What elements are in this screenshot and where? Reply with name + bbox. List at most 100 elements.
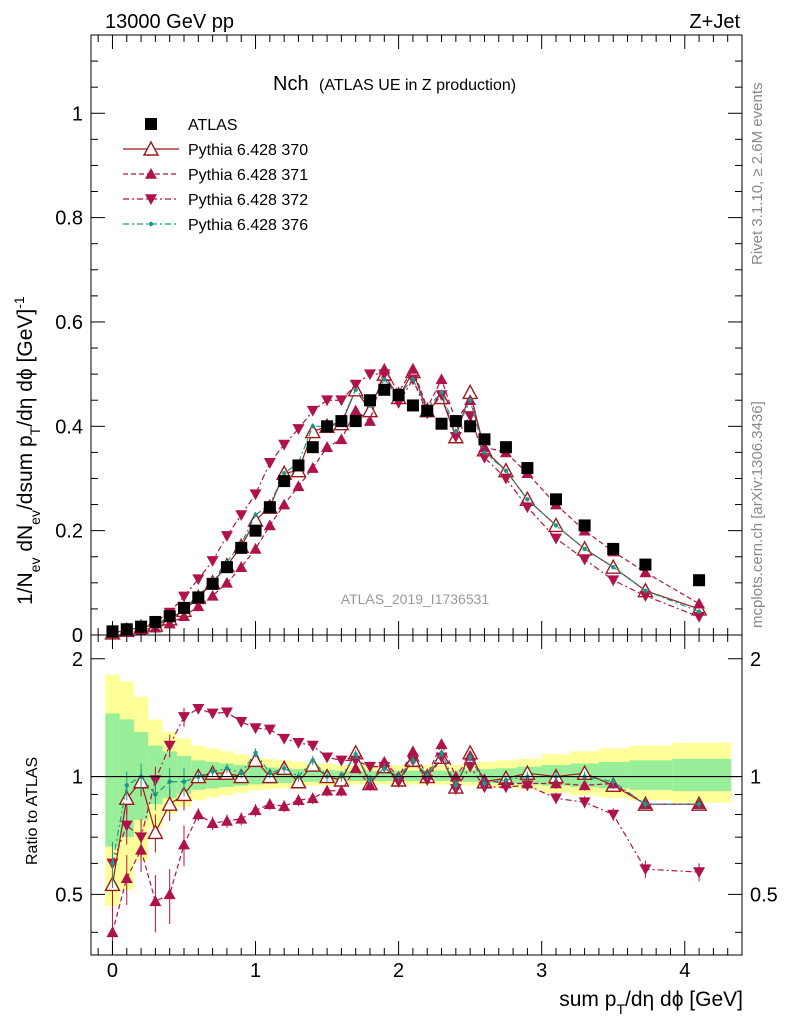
ratio-point	[206, 708, 219, 720]
ratio-point	[349, 762, 362, 774]
data-point	[249, 524, 262, 537]
band-inner	[405, 770, 421, 782]
ratio-point	[220, 814, 233, 826]
data-point	[550, 493, 562, 506]
ratio-point	[435, 738, 448, 749]
data-point	[521, 462, 534, 475]
data-point	[149, 615, 162, 628]
ratio-point	[353, 752, 358, 757]
data-point	[607, 542, 620, 555]
x-tick-label: 0	[107, 960, 118, 982]
ratio-point	[453, 783, 459, 788]
legend-entry: Pythia 6.428 372	[123, 192, 308, 209]
series-line	[112, 373, 700, 634]
data-point	[292, 424, 305, 435]
data-point	[335, 433, 348, 445]
main-axes: 0 0.2 0.4 0.6 0.8 1	[55, 34, 743, 647]
legend-label: Pythia 6.428 376	[188, 217, 308, 234]
data-point	[349, 404, 362, 416]
legend-label: ATLAS	[188, 117, 238, 134]
ratio-y-tick-label-right: 2	[750, 649, 761, 671]
data-point	[321, 420, 334, 433]
data-point	[410, 377, 416, 382]
ratio-point	[639, 864, 652, 876]
series-line	[112, 378, 700, 633]
ratio-point	[210, 769, 215, 774]
y-tick-label: 0.2	[55, 521, 83, 543]
ratio-point	[321, 784, 334, 796]
data-point	[249, 542, 262, 554]
ratio-point	[503, 777, 509, 783]
band-inner	[434, 770, 449, 782]
ratio-point	[110, 861, 115, 866]
legend-marker	[145, 168, 157, 179]
data-point	[578, 554, 591, 566]
data-point	[220, 576, 233, 588]
data-point	[392, 389, 405, 401]
data-point	[235, 541, 248, 554]
data-point	[693, 597, 706, 609]
data-point	[435, 373, 448, 385]
data-point	[525, 497, 530, 502]
data-point	[453, 429, 459, 434]
ratio-y-tick-label: 0.5	[55, 884, 83, 906]
y-axis-label: 1/Nev dNev/dsum pT/dη dϕ [GeV]-1	[11, 296, 43, 605]
ratio-point	[310, 758, 315, 763]
data-point	[349, 379, 362, 391]
data-point	[364, 394, 376, 407]
data-point	[281, 471, 287, 476]
data-point	[406, 399, 419, 412]
data-point	[321, 395, 334, 407]
y-tick-label: 0	[72, 625, 83, 647]
band-inner	[348, 770, 363, 782]
chart-title: Nch (ATLAS UE in Z production)	[273, 73, 516, 95]
data-point	[192, 574, 205, 586]
legend-entry: ATLAS	[145, 117, 238, 134]
ratio-point	[439, 750, 444, 756]
ratio-axes: 0 1 2 3 4 0.5 0.5 1 1 2 2	[55, 634, 778, 982]
ratio-point	[449, 770, 462, 782]
main-series-marks	[104, 362, 708, 640]
ratio-point	[611, 779, 616, 784]
ratio-y-tick-label-right: 0.5	[750, 884, 778, 906]
ratio-point	[321, 752, 334, 764]
data-point	[206, 556, 219, 567]
y-tick-label: 0.4	[55, 416, 83, 438]
data-point	[278, 498, 291, 510]
data-point	[192, 600, 205, 612]
data-point	[306, 462, 319, 473]
data-point	[192, 591, 205, 604]
ratio-point	[178, 838, 190, 850]
data-point	[464, 420, 477, 433]
header-right: Z+Jet	[689, 11, 740, 33]
legend-label: Pythia 6.428 372	[188, 192, 308, 209]
ratio-point	[124, 783, 129, 788]
ratio-point	[263, 724, 276, 736]
x-tick-label: 4	[679, 960, 690, 982]
data-point	[582, 546, 587, 552]
data-point	[382, 377, 387, 382]
ratio-point	[550, 777, 562, 789]
data-point	[306, 441, 319, 454]
data-point	[421, 404, 434, 417]
ratio-point	[239, 771, 244, 776]
data-point	[639, 558, 652, 571]
legend-marker	[148, 221, 154, 227]
ratio-point	[163, 740, 176, 752]
ratio-point	[120, 820, 133, 832]
data-point	[263, 501, 276, 514]
data-point	[435, 390, 448, 401]
data-point	[321, 441, 334, 452]
ratio-point	[499, 782, 512, 794]
data-point	[292, 480, 305, 492]
series-pythia-372	[106, 369, 706, 639]
band-inner	[463, 769, 478, 782]
ratio-point	[135, 832, 148, 844]
ratio-point	[235, 717, 248, 728]
ratio-point	[364, 761, 376, 773]
ratio-point	[235, 812, 248, 824]
ratio-point	[178, 712, 190, 723]
ratio-point	[464, 761, 477, 773]
data-point	[611, 564, 616, 570]
data-point	[550, 533, 562, 545]
